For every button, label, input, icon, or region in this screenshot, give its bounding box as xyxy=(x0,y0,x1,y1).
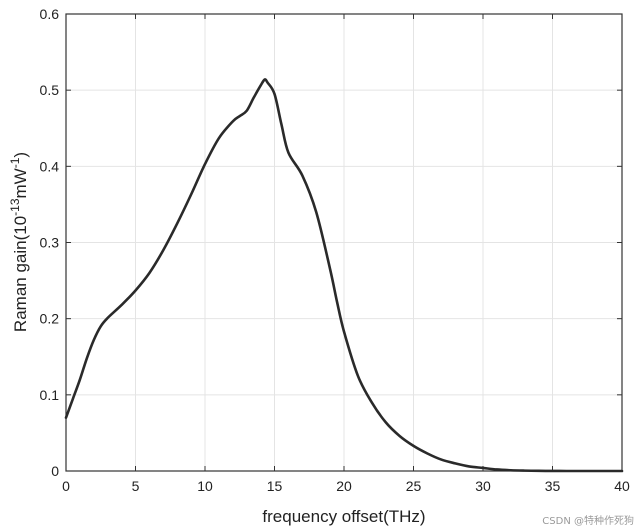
y-tick-label: 0.3 xyxy=(40,235,60,251)
x-tick-label: 15 xyxy=(267,478,283,494)
y-tick-label: 0.6 xyxy=(40,6,60,22)
y-axis-label: Raman gain(10-13mW-1) xyxy=(8,152,30,332)
x-tick-label: 0 xyxy=(62,478,70,494)
ticks xyxy=(65,13,623,472)
x-tick-label: 35 xyxy=(545,478,561,494)
x-tick-label: 25 xyxy=(406,478,422,494)
y-tick-label: 0.4 xyxy=(40,158,60,174)
x-tick-labels: 0 5 10 15 20 25 30 35 40 xyxy=(62,478,630,494)
x-tick-label: 30 xyxy=(475,478,491,494)
y-tick-label: 0.2 xyxy=(40,311,60,327)
y-tick-label: 0 xyxy=(51,463,59,479)
x-tick-label: 10 xyxy=(197,478,213,494)
series-line xyxy=(64,78,624,473)
y-tick-label: 0.5 xyxy=(40,82,60,98)
watermark: CSDN @特种作死狗 xyxy=(542,514,634,527)
y-tick-labels: 0 0.1 0.2 0.3 0.4 0.5 0.6 xyxy=(40,6,60,479)
x-axis-label: frequency offset(THz) xyxy=(262,507,425,526)
x-tick-label: 40 xyxy=(614,478,630,494)
x-tick-label: 20 xyxy=(336,478,352,494)
grid xyxy=(66,14,622,471)
x-tick-label: 5 xyxy=(132,478,140,494)
y-tick-label: 0.1 xyxy=(40,387,60,403)
